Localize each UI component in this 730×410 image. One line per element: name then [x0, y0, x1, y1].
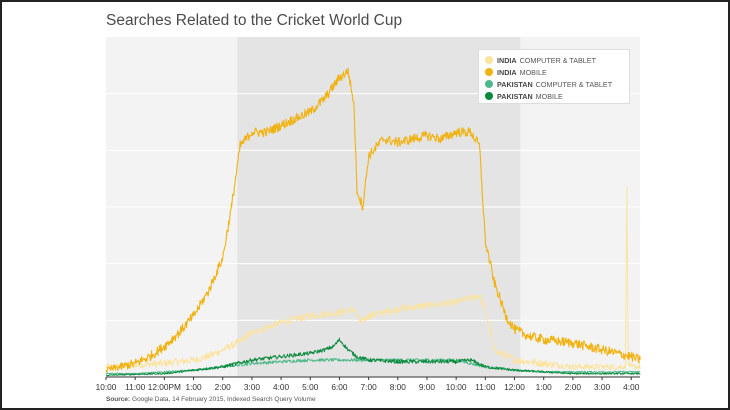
- x-tick-label: 9:00: [419, 382, 436, 392]
- x-tick-label: 4:00: [273, 382, 290, 392]
- x-tick-label: 6:00: [331, 382, 348, 392]
- x-tick-label: 12:00: [504, 382, 525, 392]
- legend-color-swatch: [485, 68, 493, 76]
- chart-legend: INDIA COMPUTER & TABLET INDIA MOBILE PAKISTA…: [478, 49, 630, 104]
- x-tick-label: 2:00: [215, 382, 232, 392]
- x-tick-label: 3:00: [594, 382, 611, 392]
- x-tick-label: 3:00: [244, 382, 261, 392]
- x-tick-label: 1:00: [185, 382, 202, 392]
- x-tick-label: 11:00: [475, 382, 496, 392]
- series-line-india-computer-tablet: [105, 186, 641, 371]
- x-tick-label: 7:00: [361, 382, 378, 392]
- legend-color-swatch: [485, 80, 493, 88]
- series-line-pakistan-computer-tablet: [105, 358, 641, 375]
- chart-title: Searches Related to the Cricket World Cu…: [106, 12, 403, 29]
- legend-country-label: PAKISTAN: [497, 91, 533, 101]
- source-note: Source: Google Data, 14 February 2015, I…: [106, 396, 316, 403]
- legend-series-label: MOBILE: [519, 67, 547, 77]
- legend-country-label: INDIA: [497, 67, 517, 77]
- legend-color-swatch: [485, 56, 493, 64]
- x-tick-label: 10:00: [96, 382, 117, 392]
- legend-series-label: COMPUTER & TABLET: [535, 79, 613, 89]
- x-tick-label: 2:00: [565, 382, 582, 392]
- x-tick-label: 8:00: [390, 382, 407, 392]
- x-tick-label: 1:00: [536, 382, 553, 392]
- series-line-pakistan-mobile: [105, 337, 641, 377]
- x-tick-label: 10:00: [446, 382, 467, 392]
- x-tick-label: 11:00: [125, 382, 146, 392]
- series-line-india-mobile: [105, 67, 641, 373]
- legend-item: INDIA MOBILE: [485, 66, 547, 78]
- legend-item: INDIA COMPUTER & TABLET: [485, 54, 596, 66]
- source-text: Google Data, 14 February 2015, Indexed S…: [132, 396, 316, 403]
- legend-series-label: MOBILE: [535, 91, 563, 101]
- source-label: Source:: [106, 396, 131, 403]
- legend-country-label: INDIA: [497, 55, 517, 65]
- legend-series-label: COMPUTER & TABLET: [519, 55, 596, 65]
- x-tick-label: 5:00: [302, 382, 319, 392]
- x-tick-label: 4:00: [623, 382, 640, 392]
- x-tick-label: 12:00PM: [148, 382, 181, 392]
- legend-item: PAKISTAN MOBILE: [485, 90, 563, 102]
- legend-color-swatch: [485, 92, 493, 100]
- legend-country-label: PAKISTAN: [497, 79, 533, 89]
- legend-item: PAKISTAN COMPUTER & TABLET: [485, 78, 612, 90]
